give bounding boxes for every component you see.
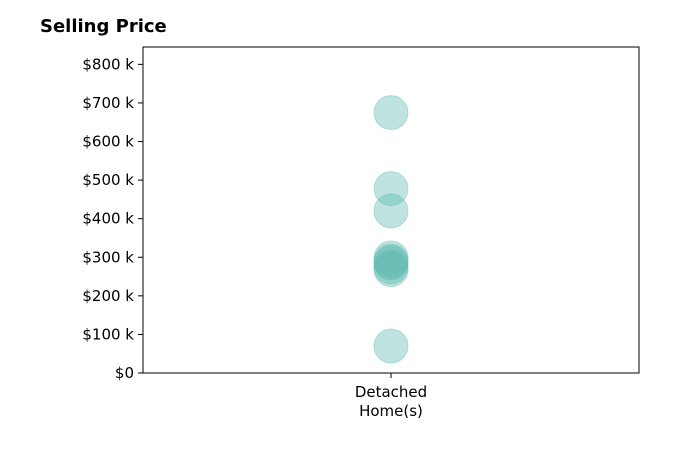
x-axis: Detached Home(s) [355, 373, 427, 420]
data-point [373, 95, 409, 131]
data-point [373, 245, 409, 281]
data-points [373, 95, 409, 364]
data-point [373, 193, 409, 229]
data-point [373, 171, 409, 207]
y-tick-label: $800 k [82, 55, 134, 73]
y-tick-label: $500 k [82, 171, 134, 189]
y-tick-label: $600 k [82, 133, 134, 151]
x-tick-label: Detached Home(s) [355, 383, 427, 420]
y-tick-label: $400 k [82, 210, 134, 228]
data-point [373, 252, 409, 288]
data-point [373, 243, 409, 279]
y-tick-label: $300 k [82, 248, 134, 266]
y-tick-label: $0 [115, 364, 134, 382]
y-tick-label: $100 k [82, 325, 134, 343]
y-axis: $0 $100 k $200 k $300 k $400 k $500 k $600 k $7… [82, 55, 143, 382]
data-point [373, 249, 409, 285]
data-point [373, 240, 409, 276]
data-point [373, 328, 409, 364]
y-tick-label: $200 k [82, 287, 134, 305]
y-tick-label: $700 k [82, 94, 134, 112]
chart-title: Selling Price [40, 16, 167, 37]
